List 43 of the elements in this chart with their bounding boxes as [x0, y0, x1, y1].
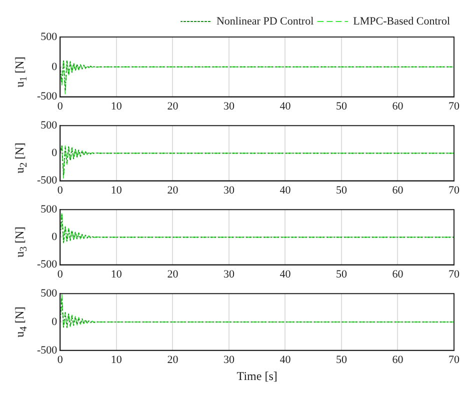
x-tick-label: 30: [223, 268, 235, 280]
x-tick-label: 60: [392, 354, 404, 366]
x-tick-label: 60: [392, 100, 404, 112]
x-tick-label: 70: [448, 354, 460, 366]
x-tick-label: 50: [336, 184, 348, 196]
x-tick-label: 50: [336, 268, 348, 280]
x-tick-label: 20: [167, 354, 179, 366]
x-axis-title: Time [s]: [236, 368, 278, 383]
x-tick-label: 10: [110, 100, 122, 112]
x-tick-label: 10: [110, 268, 122, 280]
x-tick-label: 40: [280, 354, 292, 366]
y-tick-label: -500: [36, 344, 58, 356]
x-tick-label: 50: [336, 100, 348, 112]
x-tick-label: 60: [392, 184, 404, 196]
y-tick-label: 500: [40, 119, 58, 132]
y-tick-label: 500: [40, 30, 58, 43]
x-tick-label: 30: [223, 100, 235, 112]
legend-label: Nonlinear PD Control: [216, 15, 314, 28]
x-tick-label: 20: [167, 100, 179, 112]
y-tick-label: 500: [40, 203, 58, 216]
y-tick-label: 0: [52, 60, 58, 73]
x-tick-label: 70: [448, 184, 460, 196]
x-tick-label: 40: [280, 100, 292, 112]
y-tick-label: 0: [52, 147, 58, 160]
x-tick-label: 40: [280, 268, 292, 280]
x-tick-label: 10: [110, 354, 122, 366]
y-tick-label: -500: [36, 90, 58, 103]
x-tick-label: 50: [336, 354, 348, 366]
y-tick-label: -500: [36, 174, 58, 187]
x-tick-label: 70: [448, 100, 460, 112]
x-tick-label: 70: [448, 268, 460, 280]
x-tick-label: 60: [392, 268, 404, 280]
x-tick-label: 10: [110, 184, 122, 196]
x-tick-label: 30: [223, 354, 235, 366]
x-tick-label: 30: [223, 184, 235, 196]
x-tick-label: 20: [167, 268, 179, 280]
x-tick-label: 40: [280, 184, 292, 196]
y-tick-label: 0: [52, 231, 58, 244]
y-tick-label: -500: [36, 258, 58, 271]
y-tick-label: 500: [40, 287, 58, 300]
y-tick-label: 0: [52, 316, 58, 328]
x-tick-label: 20: [167, 184, 179, 196]
legend-label: LMPC-Based Control: [353, 15, 450, 28]
